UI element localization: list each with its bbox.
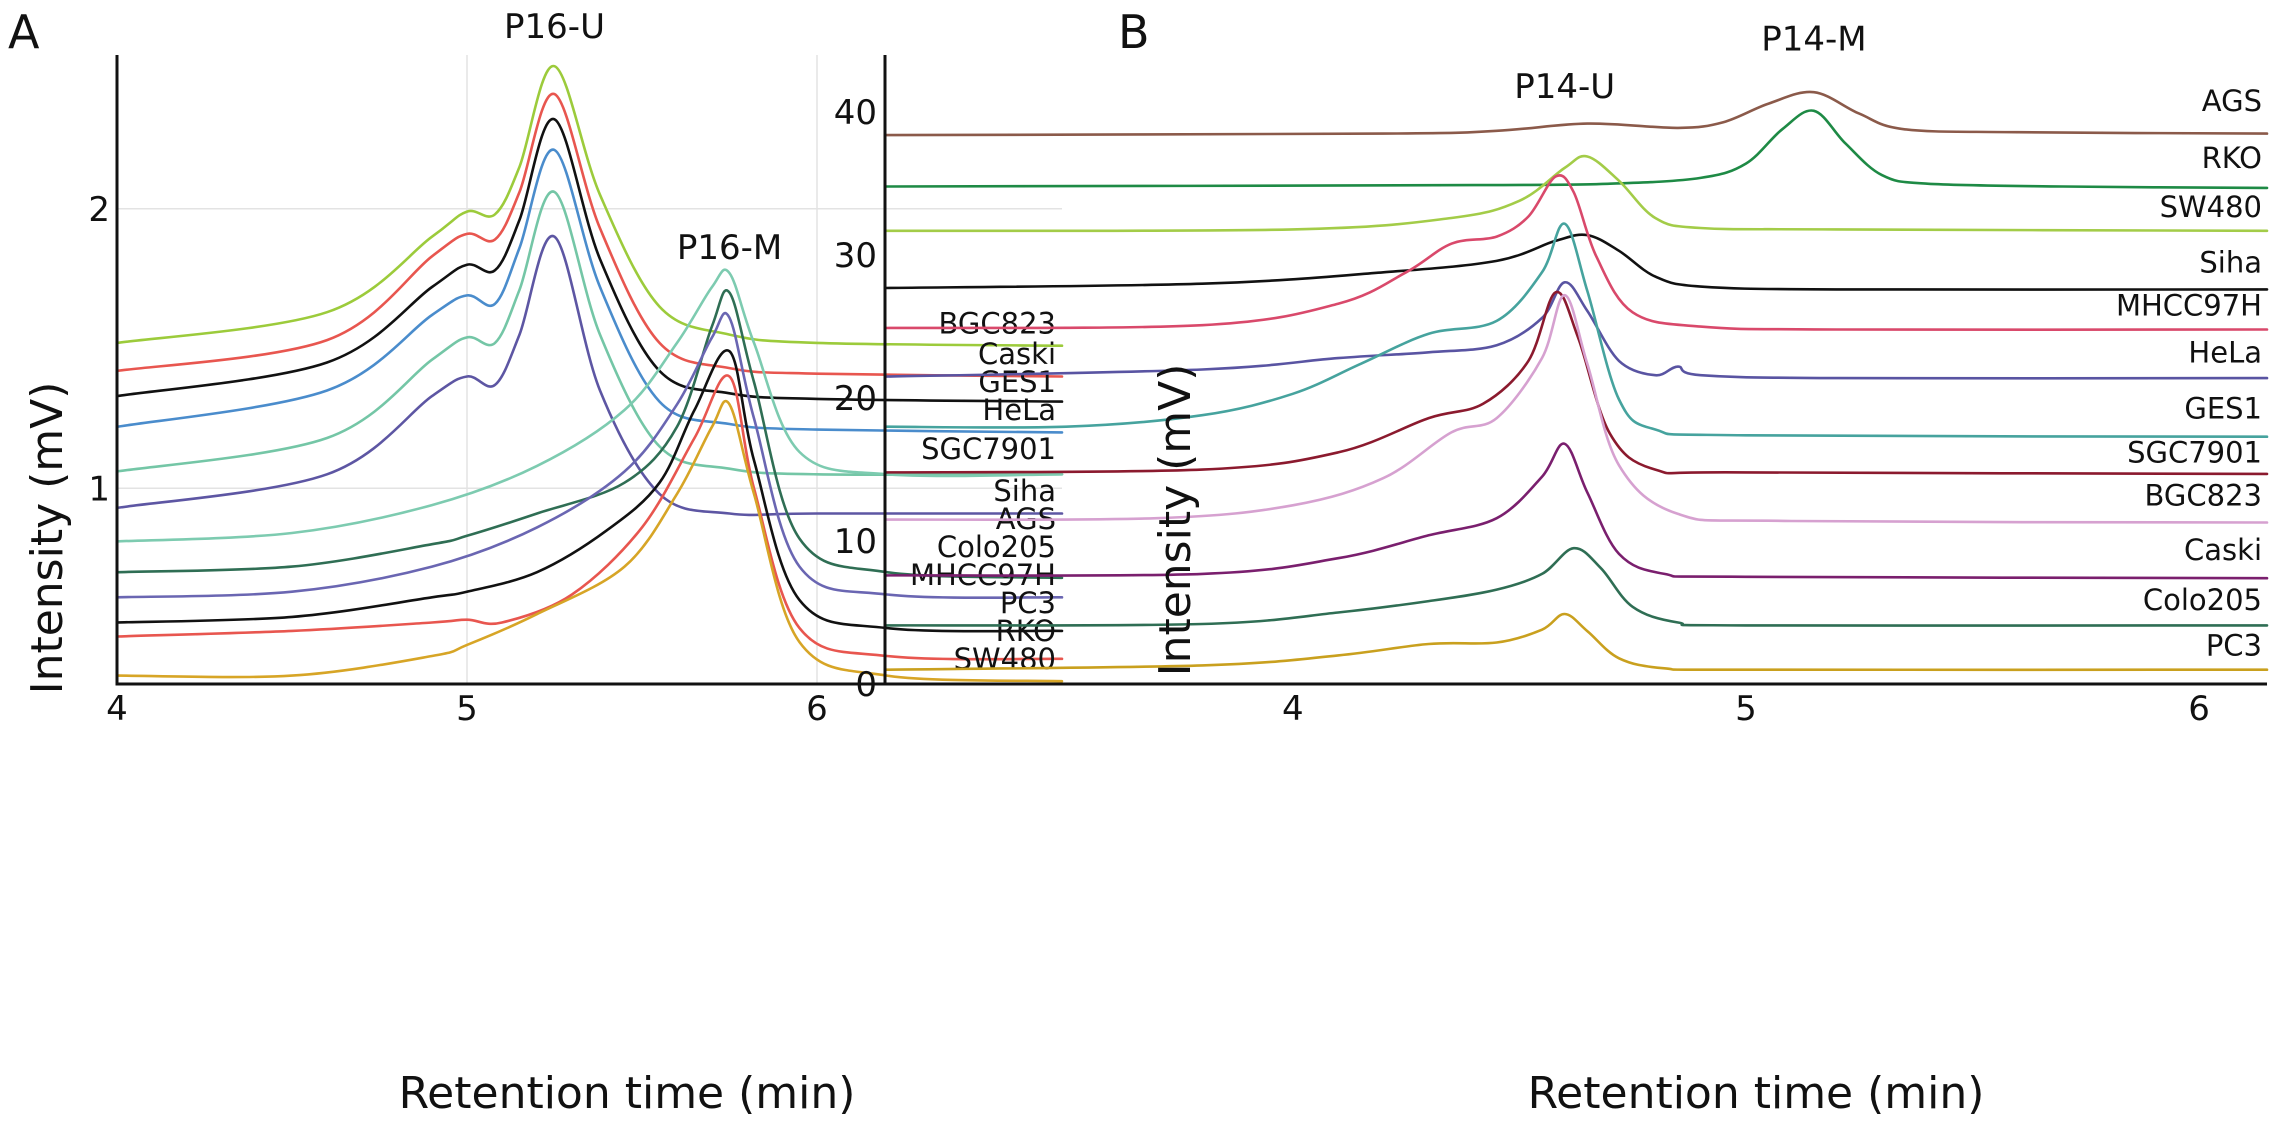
panel-a-series-line-sgc7901 xyxy=(115,190,1064,477)
panel-a-series-line-rko xyxy=(115,374,1064,661)
panel-b-series-line-mhcc97h xyxy=(883,174,2269,331)
panel-b-letter: B xyxy=(1118,5,1150,59)
panel-a-series-line-hela xyxy=(115,148,1064,434)
panel-a-x-tick-6: 6 xyxy=(806,689,828,729)
panel-a-series-label-siha: Siha xyxy=(993,474,1056,508)
panel-a-series-label-pc3: PC3 xyxy=(1000,586,1056,620)
panel-b-peak-label-p14-m: P14-M xyxy=(1761,20,1866,60)
panel-a-series-label-rko: RKO xyxy=(996,614,1056,648)
panel-b-series-line-rko xyxy=(883,109,2269,190)
panel-a-series-line-ges1 xyxy=(115,117,1064,403)
panel-b-series-line-siha xyxy=(883,233,2269,291)
panel-a-series-label-bgc823: BGC823 xyxy=(939,306,1056,340)
panel-b-series-label-pc3: PC3 xyxy=(2206,629,2262,663)
panel-a-peak-label-p16-m: P16-M xyxy=(677,228,782,268)
panel-b-series xyxy=(883,90,2269,672)
panel-b-axes xyxy=(883,55,2267,686)
panel-a-peak-label-p16-u: P16-U xyxy=(504,7,605,47)
panel-a-x-axis-title: Retention time (min) xyxy=(399,1068,856,1119)
panel-a: A 4 5 612 BGC823CaskiGES1HeLaSGC7901SihaAG… xyxy=(8,5,1064,1119)
panel-b-x-axis-title: Retention time (min) xyxy=(1528,1068,1985,1119)
panel-a-series-line-pc3 xyxy=(115,349,1064,633)
panel-b-y-tick-30: 30 xyxy=(834,236,877,276)
panel-b-series-labels: AGS RKO SW480 Siha MHCC97H HeLa GES1 SGC7901 BGC… xyxy=(2116,84,2262,663)
panel-b-peak-labels: P14-U P14-M xyxy=(1514,20,1866,107)
panel-b-series-line-sgc7901 xyxy=(883,290,2269,476)
panel-a-ticks: 4 5 6 1 2 xyxy=(88,190,827,729)
panel-b-series-label-rko: RKO xyxy=(2202,141,2262,175)
panel-b-series-label-hela: HeLa xyxy=(2188,336,2262,370)
panel-b-series-line-ags xyxy=(883,90,2269,137)
panel-a-letter: A xyxy=(8,5,40,59)
panel-b-series-line-hela xyxy=(883,281,2269,380)
panel-b-y-axis-title: Intensity (mV) xyxy=(1150,364,1201,677)
panel-a-series-line-caski xyxy=(115,92,1064,378)
panel-b-y-tick-10: 10 xyxy=(834,522,877,562)
panel-b-x-tick-6: 6 xyxy=(2188,689,2210,729)
panel-a-x-tick-4: 4 xyxy=(106,689,128,729)
panel-a-series xyxy=(115,64,1064,683)
panel-a-series-label-sw480: SW480 xyxy=(954,642,1056,676)
panel-b-series-line-sw480 xyxy=(883,154,2269,233)
panel-b-y-tick-20: 20 xyxy=(834,379,877,419)
panel-b-series-label-caski: Caski xyxy=(2184,533,2262,567)
panel-a-series-label-caski: Caski xyxy=(978,337,1056,371)
panel-a-series-label-colo205: Colo205 xyxy=(937,530,1056,564)
panel-a-y-tick-2: 2 xyxy=(88,190,110,230)
panel-b-x-tick-4: 4 xyxy=(1282,689,1304,729)
panel-a-series-label-hela: HeLa xyxy=(982,393,1056,427)
panel-b-series-label-sw480: SW480 xyxy=(2160,190,2262,224)
panel-a-series-line-bgc823 xyxy=(115,64,1064,347)
panel-b-series-label-mhcc97h: MHCC97H xyxy=(2116,288,2262,322)
panel-b-ticks: 4 5 6 0 10 20 30 40 xyxy=(834,93,2210,729)
panel-b-series-line-colo205 xyxy=(883,546,2269,627)
panel-b-peak-label-p14-u: P14-U xyxy=(1514,67,1615,107)
panel-b-series-label-colo205: Colo205 xyxy=(2143,583,2262,617)
panel-b-y-tick-40: 40 xyxy=(834,93,877,133)
panel-b-y-tick-0: 0 xyxy=(855,665,877,705)
panel-a-series-label-sgc7901: SGC7901 xyxy=(921,432,1056,466)
panel-a-peak-labels: P16-U P16-M xyxy=(504,7,782,268)
panel-b-series-line-bgc823 xyxy=(883,293,2269,524)
panel-b-series-label-ags: AGS xyxy=(2202,84,2262,118)
panel-b-series-label-siha: Siha xyxy=(2199,246,2262,280)
panel-b-series-label-ges1: GES1 xyxy=(2184,391,2262,425)
panel-a-x-tick-5: 5 xyxy=(456,689,478,729)
panel-b-series-line-pc3 xyxy=(883,612,2269,672)
panel-a-series-line-colo205 xyxy=(115,289,1064,580)
panel-a-series-label-ges1: GES1 xyxy=(978,365,1056,399)
panel-a-series-line-ags xyxy=(115,268,1064,543)
panel-a-series-line-mhcc97h xyxy=(115,311,1064,599)
panel-b-series-line-caski xyxy=(883,442,2269,580)
panel-a-series-line-sw480 xyxy=(115,399,1064,683)
panel-a-y-axis-title: Intensity (mV) xyxy=(22,382,73,695)
panel-b-series-line-ges1 xyxy=(883,222,2269,438)
panel-a-y-tick-1: 1 xyxy=(88,469,110,509)
panel-a-series-labels: BGC823CaskiGES1HeLaSGC7901SihaAGSColo205… xyxy=(910,306,1056,675)
panel-b-x-tick-5: 5 xyxy=(1735,689,1757,729)
panel-b-series-label-sgc7901: SGC7901 xyxy=(2127,436,2262,470)
panel-b-series-label-bgc823: BGC823 xyxy=(2145,479,2262,513)
